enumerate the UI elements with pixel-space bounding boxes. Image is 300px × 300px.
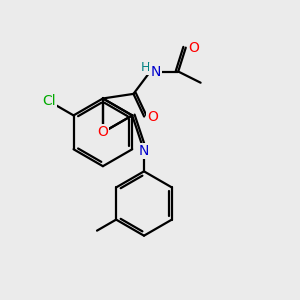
Text: Cl: Cl <box>42 94 56 108</box>
Text: N: N <box>139 144 149 158</box>
Text: O: O <box>98 125 108 139</box>
Text: O: O <box>147 110 158 124</box>
Text: N: N <box>150 64 161 79</box>
Text: O: O <box>189 40 200 55</box>
Text: H: H <box>140 61 150 74</box>
